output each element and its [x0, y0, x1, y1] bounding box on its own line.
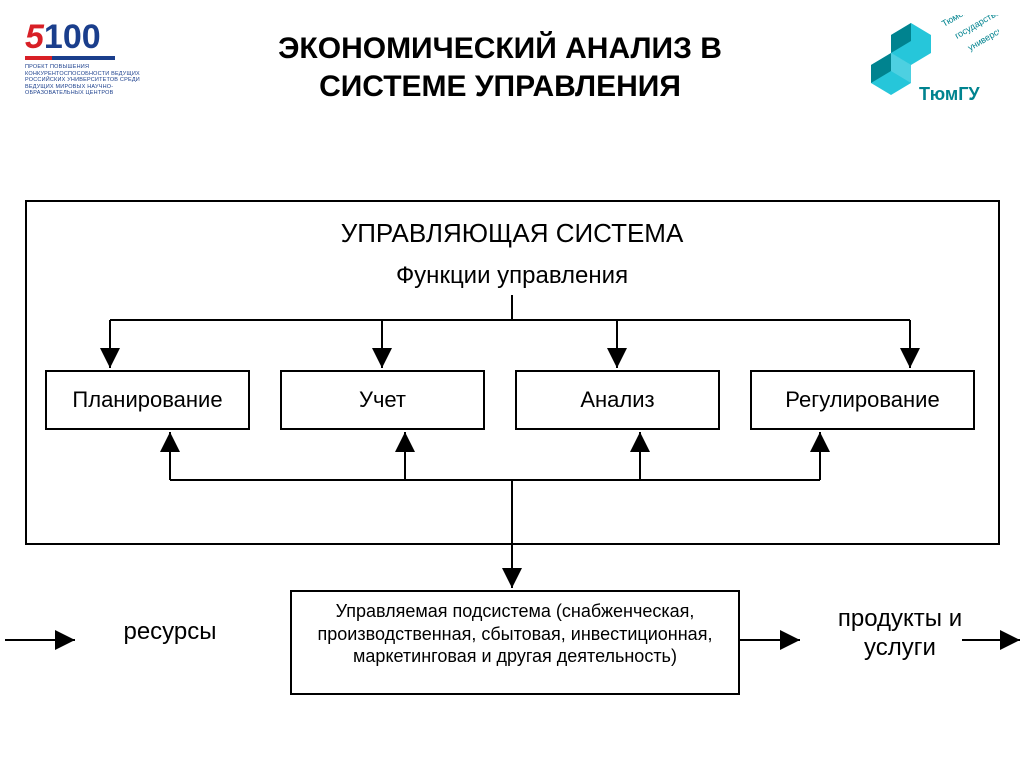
logo-100: 100 [44, 18, 101, 56]
logo-5100-bar [25, 56, 115, 60]
func-analysis: Анализ [515, 370, 720, 430]
resources-label: ресурсы [80, 618, 260, 647]
func-planning-label: Планирование [72, 387, 222, 413]
func-regulation-label: Регулирование [785, 387, 939, 413]
products-label-l1: продукты и [838, 605, 962, 632]
logo-5: 5 [25, 18, 44, 56]
products-label: продукты и услуги [800, 605, 1000, 663]
func-accounting-label: Учет [359, 387, 406, 413]
heading-system: УПРАВЛЯЮЩАЯ СИСТЕМА [0, 218, 1024, 249]
heading-functions: Функции управления [0, 262, 1024, 291]
subsystem-box: Управляемая подсистема (снабженческая, п… [290, 590, 740, 695]
func-regulation: Регулирование [750, 370, 975, 430]
logo-5100-subtitle: ПРОЕКТ ПОВЫШЕНИЯ КОНКУРЕНТОСПОСОБНОСТИ В… [25, 64, 165, 97]
logo-tyumgu: ТюмГУ Тюменский государственный универси… [849, 15, 999, 135]
title-line-2: СИСТЕМЕ УПРАВЛЕНИЯ [319, 70, 681, 103]
func-planning: Планирование [45, 370, 250, 430]
logo-5100: 5100 ПРОЕКТ ПОВЫШЕНИЯ КОНКУРЕНТОСПОСОБНО… [25, 20, 165, 97]
logo-tyumgu-name: ТюмГУ [919, 84, 980, 104]
func-accounting: Учет [280, 370, 485, 430]
logo-5100-number: 5100 [25, 20, 165, 54]
slide-title: ЭКОНОМИЧЕСКИЙ АНАЛИЗ В СИСТЕМЕ УПРАВЛЕНИ… [180, 30, 820, 105]
subsystem-text: Управляемая подсистема (снабженческая, п… [318, 601, 713, 666]
products-label-l2: услуги [864, 634, 936, 661]
title-line-1: ЭКОНОМИЧЕСКИЙ АНАЛИЗ В [278, 32, 722, 65]
func-analysis-label: Анализ [580, 387, 654, 413]
